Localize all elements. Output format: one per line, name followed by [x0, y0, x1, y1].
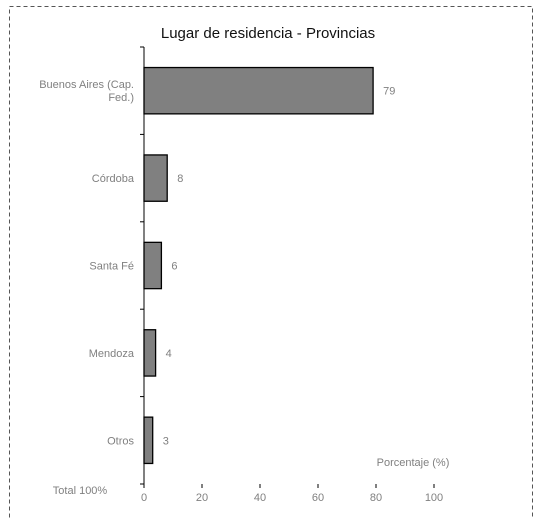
category-label: Santa Fé: [89, 261, 134, 273]
x-tick-labels: 0 20 40 60 80 100: [141, 484, 443, 504]
x-tick-label: 100: [425, 492, 443, 504]
x-tick-label: 0: [141, 492, 147, 504]
bar: [143, 66, 374, 115]
bar: [143, 416, 154, 465]
chart-title: Lugar de residencia - Provincias: [161, 25, 375, 42]
chart-border: [9, 6, 533, 519]
bar: [143, 241, 163, 290]
x-tick-label: 60: [312, 492, 324, 504]
data-label: 6: [171, 261, 177, 273]
x-axis-title: Porcentaje (%): [377, 457, 450, 469]
bars: [143, 66, 374, 465]
data-label: 79: [383, 86, 395, 98]
x-tick-label: 20: [196, 492, 208, 504]
data-label: 4: [166, 348, 172, 360]
data-label: 3: [163, 435, 169, 447]
bar: [143, 329, 157, 377]
total-footnote: Total 100%: [53, 485, 108, 497]
bar: [143, 154, 168, 202]
category-label: Otros: [107, 435, 134, 447]
category-label: Córdoba: [92, 173, 135, 185]
x-tick-label: 80: [370, 492, 382, 504]
category-label: Mendoza: [89, 348, 135, 360]
x-tick-label: 40: [254, 492, 266, 504]
data-labels: 79 8 6 4 3: [163, 86, 396, 448]
category-label: Buenos Aires (Cap. Fed.): [39, 79, 134, 104]
data-label: 8: [177, 173, 183, 185]
category-labels: Buenos Aires (Cap. Fed.) Córdoba Santa Fé Me…: [39, 79, 135, 447]
